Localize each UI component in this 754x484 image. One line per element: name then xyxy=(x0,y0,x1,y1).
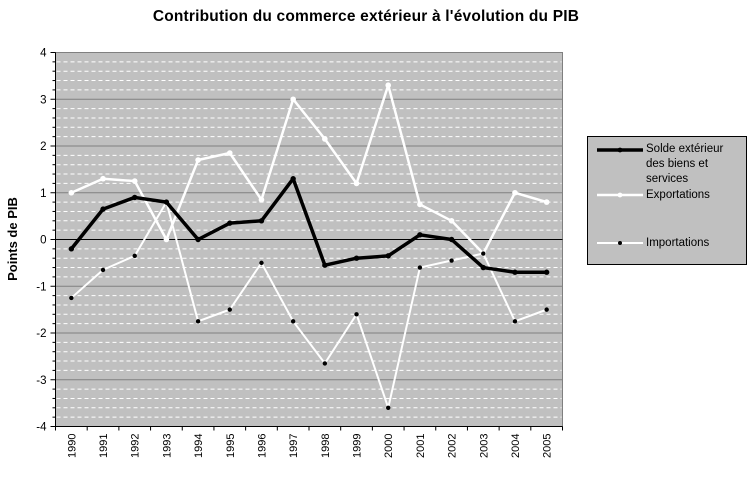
y-ticks xyxy=(50,52,56,427)
y-tick-label: 4 xyxy=(40,48,47,60)
series-solde xyxy=(68,176,550,275)
data-point-marker-exportations xyxy=(68,189,75,196)
data-point-marker-importations xyxy=(354,312,359,317)
x-tick-label: 2003 xyxy=(478,434,490,458)
data-point-marker-importations xyxy=(259,260,264,266)
data-point-marker-solde xyxy=(290,176,296,182)
y-tick-label: 2 xyxy=(40,141,46,153)
legend-item-exportations: Exportations xyxy=(597,187,744,203)
data-point-marker-exportations xyxy=(100,175,106,182)
x-tick-label: 1995 xyxy=(225,434,237,458)
data-point-marker-solde xyxy=(512,269,518,275)
legend-label-exportations: Exportations xyxy=(646,188,710,201)
x-tick-labels: 1990 1991 1992 1993 1994 1995 1996 1997 1998 1999… xyxy=(66,434,553,458)
data-point-marker-solde xyxy=(100,206,106,212)
data-point-marker-solde xyxy=(132,194,138,201)
x-ticks xyxy=(55,426,563,431)
data-point-marker-solde xyxy=(417,232,423,238)
data-point-marker-exportations xyxy=(322,136,328,142)
x-tick-label: 1998 xyxy=(320,434,332,458)
data-point-marker-solde xyxy=(195,236,201,243)
data-point-marker-solde xyxy=(480,264,486,271)
data-point-marker-exportations xyxy=(385,82,392,89)
x-tick-label: 2001 xyxy=(415,434,427,458)
legend-item-solde: Solde extérieur des biens et services xyxy=(597,142,744,187)
data-point-marker-importations xyxy=(449,258,454,263)
x-tick-label: 2005 xyxy=(542,434,554,458)
x-tick-label: 1992 xyxy=(130,434,142,458)
data-point-marker-solde xyxy=(227,220,233,226)
legend: Solde extérieur des biens et services Ex… xyxy=(587,136,747,265)
data-point-marker-exportations xyxy=(353,180,360,187)
series-line-exportations xyxy=(70,83,548,255)
data-point-marker-solde xyxy=(543,269,550,275)
x-tick-label: 2004 xyxy=(510,434,522,458)
y-tick-labels: 4 3 2 1 0 -1 -2 -3 -4 xyxy=(36,48,47,434)
data-point-marker-solde xyxy=(448,236,455,243)
x-tick-label: 1991 xyxy=(98,434,110,458)
legend-label-importations: Importations xyxy=(646,236,710,249)
data-point-marker-exportations xyxy=(512,189,518,196)
y-tick-label: -1 xyxy=(36,281,46,293)
legend-label-solde: Solde extérieur des biens et services xyxy=(646,143,724,185)
data-point-marker-exportations xyxy=(417,201,423,208)
data-point-marker-solde xyxy=(385,253,391,259)
data-point-marker-exportations xyxy=(290,96,296,103)
series-exportations xyxy=(68,82,550,257)
data-point-marker-importations xyxy=(100,267,106,273)
x-tick-label: 1996 xyxy=(256,434,268,458)
data-point-marker-exportations xyxy=(195,157,201,163)
y-tick-label: 3 xyxy=(40,94,46,106)
x-tick-label: 2000 xyxy=(383,434,395,458)
y-tick-label: 1 xyxy=(40,188,46,200)
data-point-marker-exportations xyxy=(448,218,455,224)
data-point-marker-exportations xyxy=(543,199,550,205)
x-tick-label: 1990 xyxy=(66,434,78,458)
data-point-marker-exportations xyxy=(226,150,233,156)
x-tick-label: 1994 xyxy=(193,434,205,458)
data-point-marker-solde xyxy=(258,218,265,224)
data-point-marker-importations xyxy=(386,405,391,410)
chart-title: Contribution du commerce extérieur à l'é… xyxy=(152,8,580,25)
data-point-marker-importations xyxy=(481,251,486,256)
data-point-marker-importations xyxy=(544,307,549,312)
y-tick-label: -2 xyxy=(36,328,46,340)
data-point-marker-exportations xyxy=(163,236,170,243)
data-point-marker-solde xyxy=(353,255,360,261)
data-point-marker-importations xyxy=(290,319,296,324)
y-tick-label: 0 xyxy=(40,235,46,247)
data-point-marker-solde xyxy=(68,246,75,252)
legend-swatch-solde-line-icon xyxy=(597,147,643,153)
data-point-marker-importations xyxy=(512,319,518,324)
series-line-importations xyxy=(70,201,548,409)
x-tick-label: 1993 xyxy=(161,434,173,458)
x-tick-label: 1997 xyxy=(288,434,300,458)
data-point-marker-importations xyxy=(322,361,328,366)
data-point-marker-importations xyxy=(195,319,201,324)
legend-item-importations: Importations xyxy=(597,235,744,251)
y-tick-label: -3 xyxy=(36,375,46,387)
legend-swatch-exportations-line-icon xyxy=(597,192,643,198)
data-point-marker-solde xyxy=(322,262,328,268)
x-tick-label: 1999 xyxy=(352,434,364,458)
data-point-marker-solde xyxy=(163,199,170,205)
y-tick-label: -4 xyxy=(36,422,47,434)
data-point-marker-importations xyxy=(417,265,423,270)
x-tick-label: 2002 xyxy=(447,434,459,458)
legend-swatch-importations-line-icon xyxy=(597,241,643,245)
data-point-marker-exportations xyxy=(258,196,265,203)
data-point-marker-importations xyxy=(69,295,74,301)
data-point-marker-importations xyxy=(132,253,137,259)
data-point-marker-importations xyxy=(227,307,232,312)
data-point-marker-exportations xyxy=(131,178,138,184)
series-line-solde xyxy=(69,176,549,274)
